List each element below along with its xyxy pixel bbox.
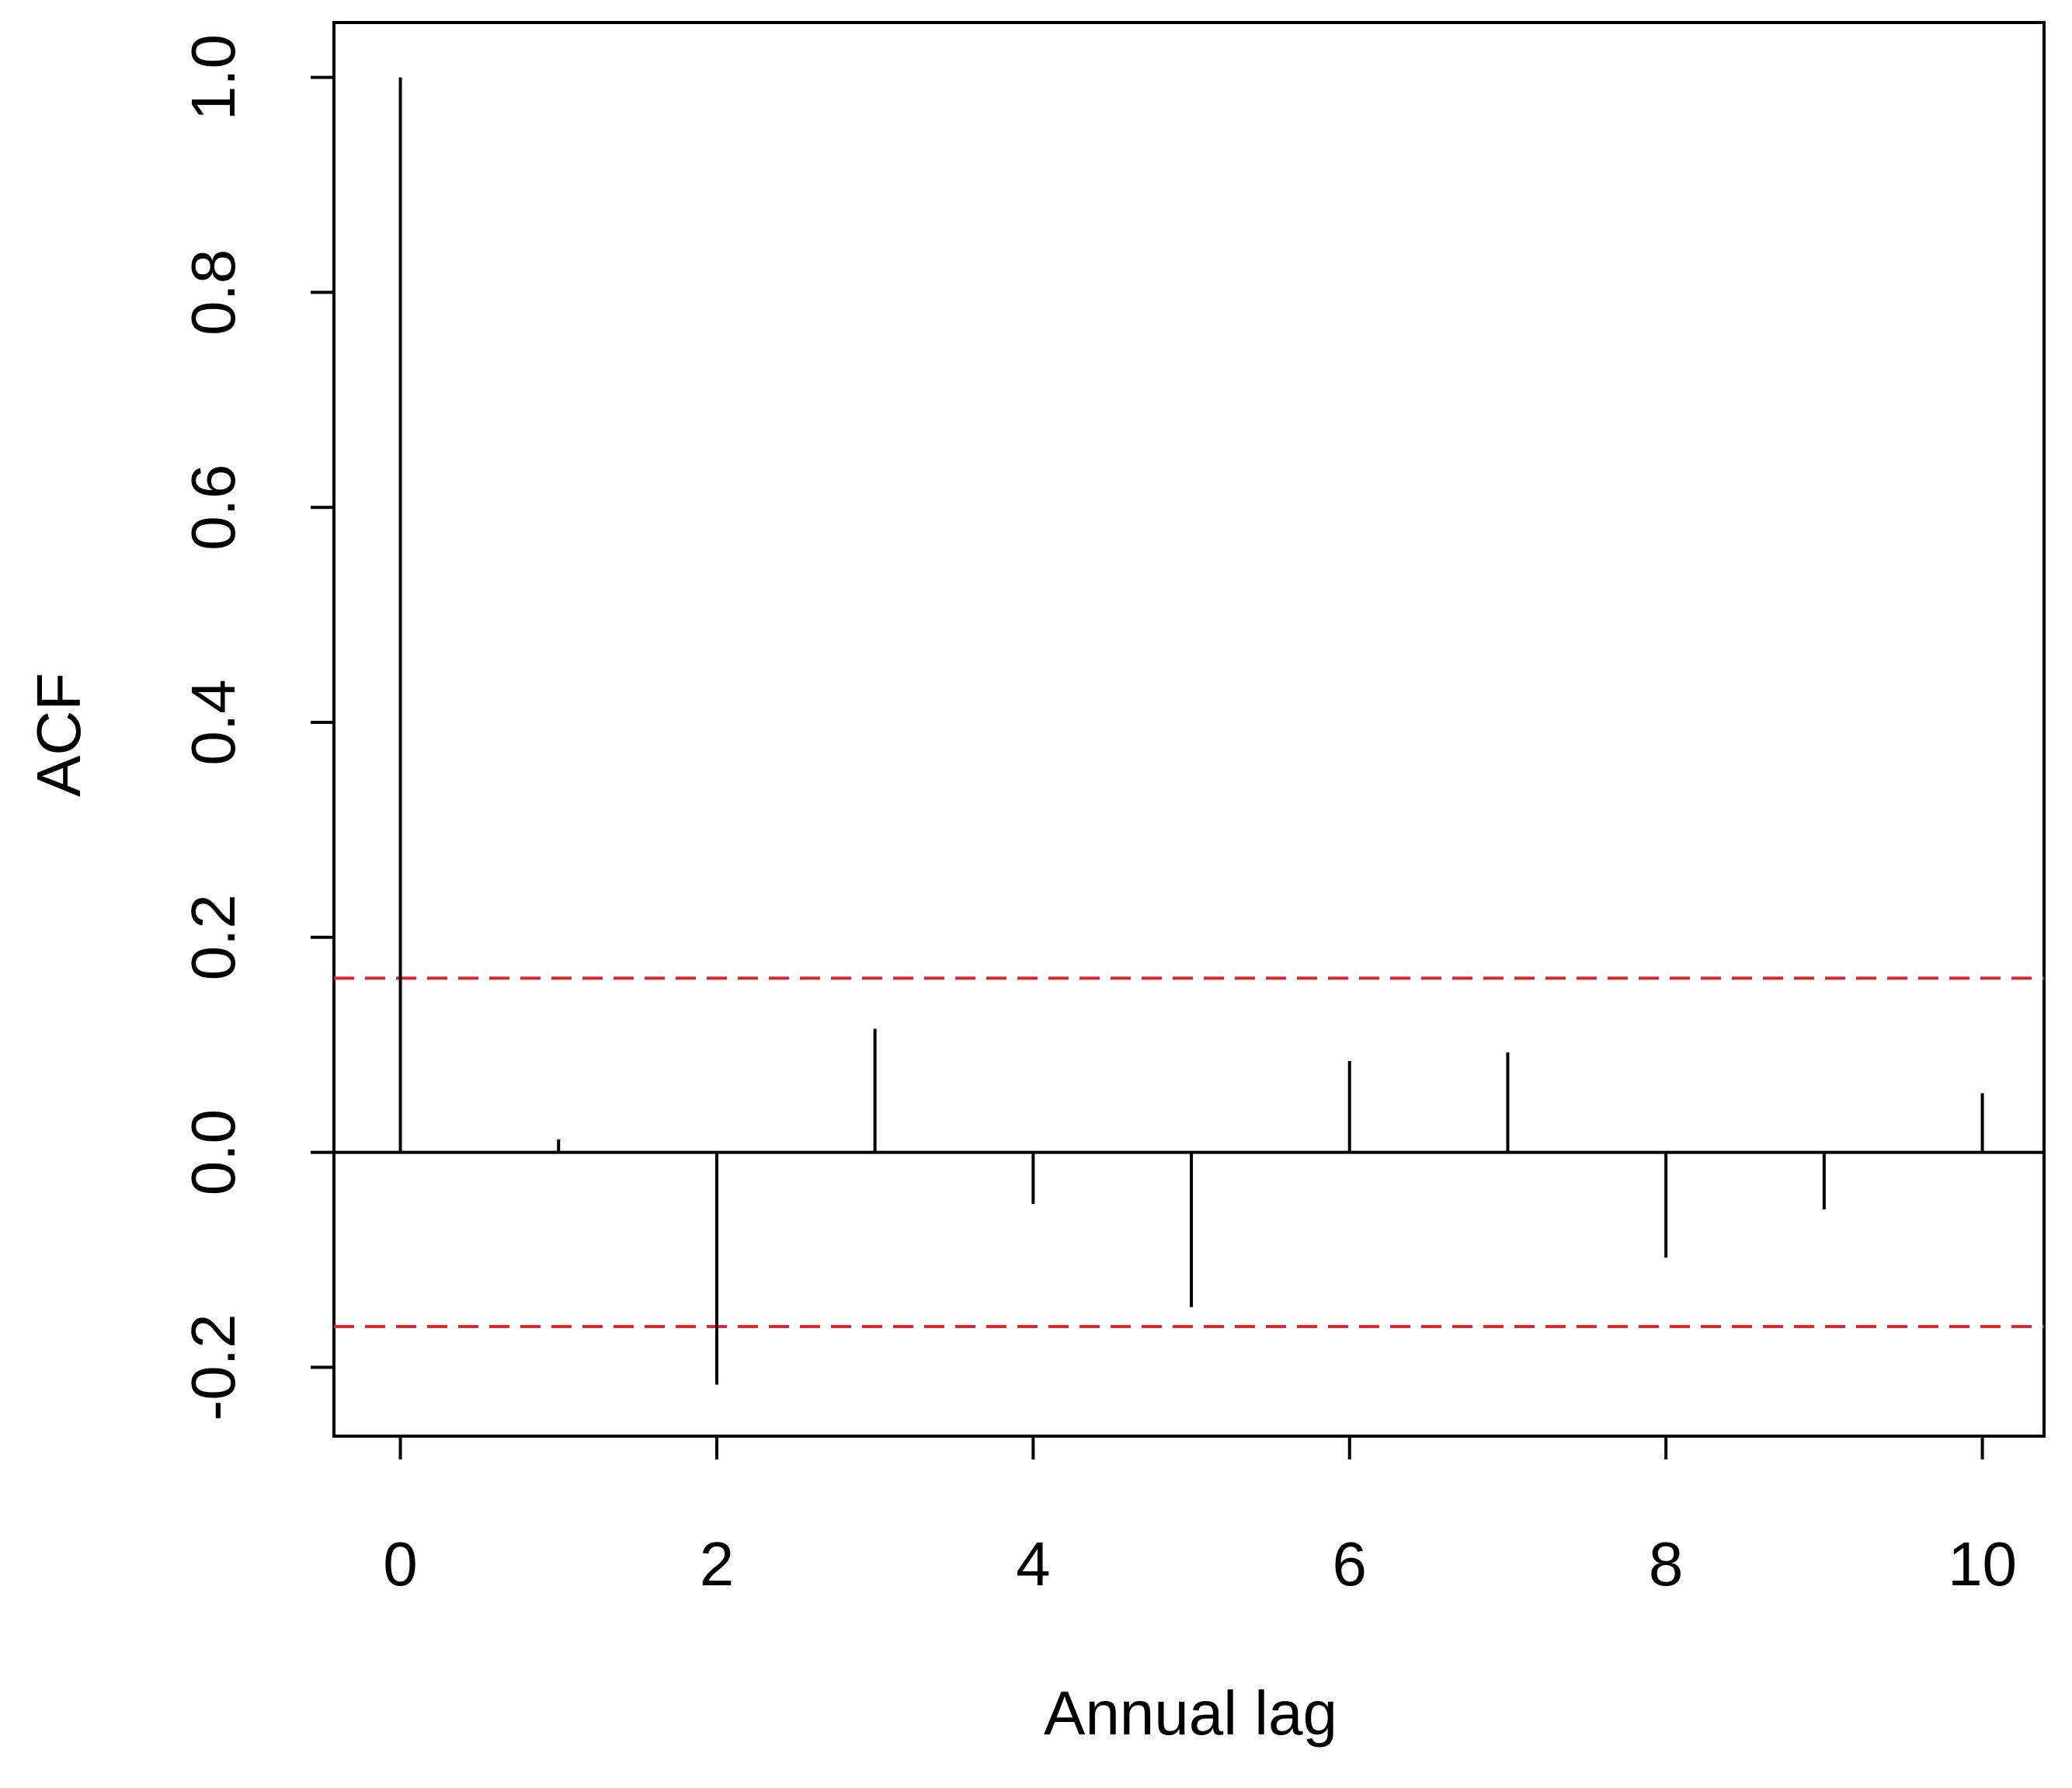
x-tick-label: 6 — [1333, 1529, 1368, 1598]
y-tick-label: -0.2 — [179, 1313, 248, 1421]
y-tick-label: 0.8 — [179, 249, 248, 336]
y-axis-title: ACF — [24, 673, 93, 797]
x-tick-label: 4 — [1016, 1529, 1051, 1598]
plot-frame — [332, 21, 2046, 1438]
y-tick-label: 0.4 — [179, 679, 248, 765]
x-tick-label: 8 — [1649, 1529, 1684, 1598]
y-tick-label: 0.6 — [179, 464, 248, 551]
y-tick-label: 0.0 — [179, 1109, 248, 1195]
x-tick-label: 0 — [383, 1529, 418, 1598]
y-tick-label: 0.2 — [179, 894, 248, 980]
x-tick-label: 10 — [1948, 1529, 2017, 1598]
x-tick-label: 2 — [700, 1529, 735, 1598]
y-tick-label: 1.0 — [179, 34, 248, 120]
x-axis-title: Annual lag — [1044, 1678, 1337, 1748]
